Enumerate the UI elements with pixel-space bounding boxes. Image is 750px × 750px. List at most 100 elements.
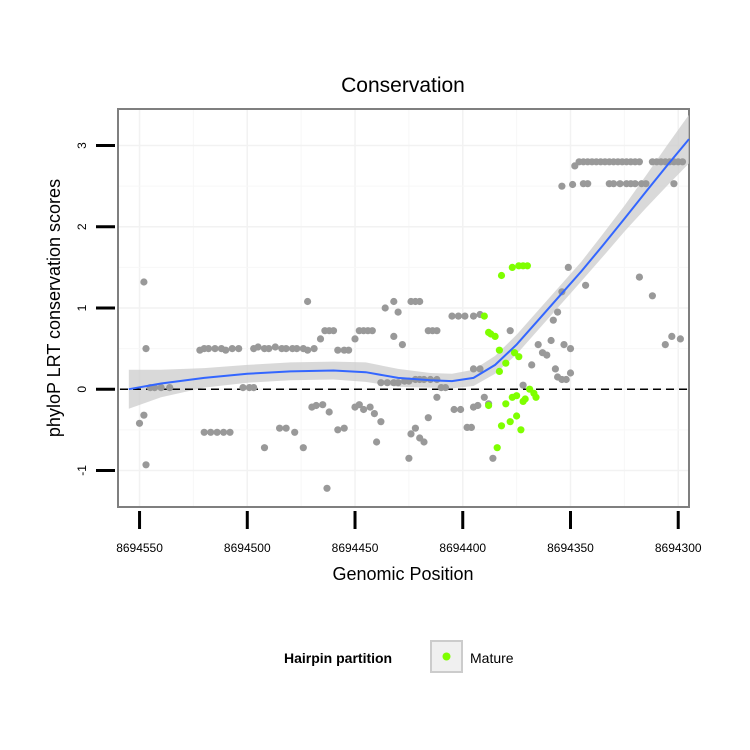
other-point [282,345,290,353]
other-point [235,345,243,353]
other-point [282,424,290,432]
other-point [469,312,478,320]
other-point [554,308,562,316]
other-point [420,438,428,446]
other-point [394,308,402,316]
x-tick-label: 8694300 [655,541,702,555]
other-point [489,454,497,462]
x-axis-title: Genomic Position [332,564,473,584]
other-point [642,180,650,188]
confidence-band [128,114,690,409]
other-point [304,346,312,354]
other-point [142,461,150,469]
other-point [211,345,219,353]
other-point [271,343,279,351]
other-point [304,297,312,306]
other-point [551,365,560,373]
other-point [345,346,353,354]
mature-point [495,346,503,354]
other-point [140,278,148,286]
other-point [316,335,325,343]
other-point [213,428,221,436]
other-point [448,312,456,320]
x-tick-label: 8694350 [547,541,594,555]
mature-point [506,418,514,426]
other-point [441,384,450,392]
smooth-curve-group [128,138,690,391]
other-point [323,484,331,492]
other-point [204,345,213,353]
other-point [239,384,247,392]
y-axis-title: phyloP LRT conservation scores [44,179,64,437]
other-point [560,341,568,349]
other-point [476,365,484,373]
other-point [254,343,262,351]
mature-point [491,332,499,340]
smooth-line [128,138,690,391]
other-point [407,430,415,438]
other-point [142,345,150,353]
x-tick-label: 8694500 [224,541,271,555]
mature-point [495,367,503,375]
mature-point [493,444,501,452]
mature-point [497,271,506,280]
other-point [584,180,592,188]
other-point [325,408,333,416]
other-point [480,393,488,401]
x-tick-label: 8694450 [332,541,379,555]
other-point [334,426,342,434]
other-point [200,428,208,436]
other-point [416,297,424,306]
other-point [265,345,273,353]
other-point [351,335,359,343]
mature-point [485,401,493,410]
other-point [635,273,644,281]
other-point [260,444,269,452]
other-point [534,341,542,349]
mature-point [502,400,510,408]
mature-point [508,263,516,271]
other-point [461,312,469,320]
y-tick-label: 1 [75,304,89,311]
legend-key-dot [442,652,451,661]
mature-point [515,353,523,361]
other-point [405,454,413,462]
other-point [368,327,376,335]
x-axis: 8694550 8694500 8694450 8694400 8694350 86943… [116,511,702,555]
other-point [549,316,557,324]
other-point [433,327,441,335]
other-point [457,405,465,414]
other-point [398,341,406,349]
other-point [670,180,678,188]
other-point [661,341,669,349]
mature-point [517,426,525,434]
other-point [558,182,566,190]
other-point [329,327,338,335]
other-point [648,292,657,300]
x-tick-label: 8694550 [116,541,163,555]
other-point [383,379,391,387]
y-axis: -1 0 1 2 3 [75,142,115,476]
other-point [566,369,575,377]
other-point [135,419,144,427]
x-tick-label: 8694400 [439,541,486,555]
mature-point [532,393,540,401]
other-point [569,180,577,189]
other-point [454,312,462,320]
other-point [140,411,148,419]
other-point [366,403,374,411]
other-point [377,379,385,387]
other-point [676,335,685,343]
other-point [377,418,385,426]
other-point [678,158,687,166]
other-point [631,180,639,188]
other-point [299,444,307,452]
y-tick-label: 2 [75,223,89,230]
other-point [582,281,590,289]
y-tick-label: 3 [75,142,89,149]
other-point [381,304,389,312]
other-point [360,405,368,414]
other-point [340,424,348,432]
other-point [469,365,478,373]
